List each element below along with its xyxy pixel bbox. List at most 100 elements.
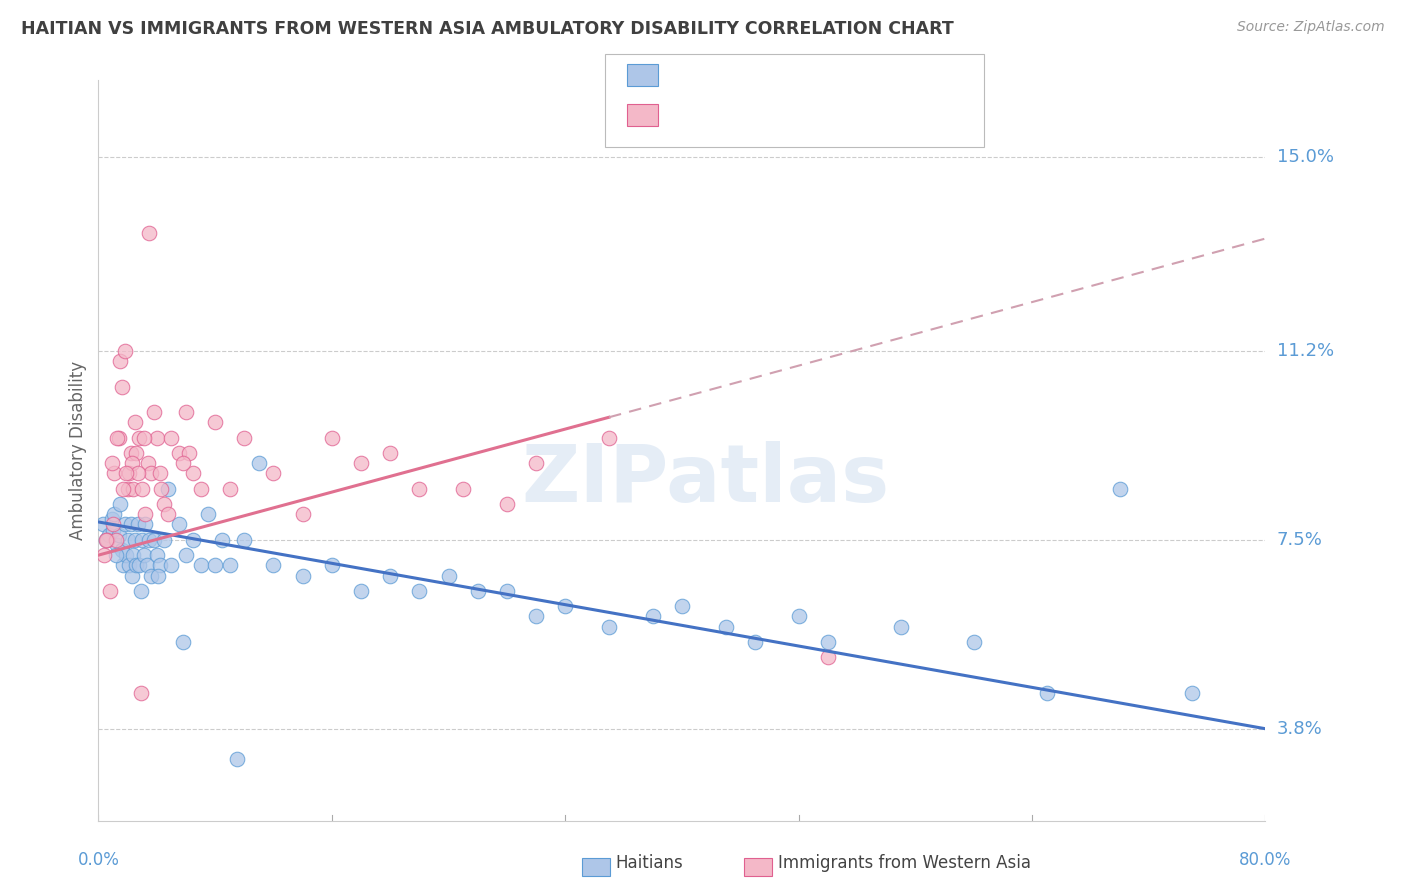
Point <box>108 431 131 445</box>
Point <box>218 558 240 573</box>
Point <box>91 517 114 532</box>
Text: R =: R = <box>671 66 710 84</box>
Point <box>890 619 912 633</box>
Point <box>120 446 142 460</box>
Point <box>197 508 219 522</box>
Point <box>408 482 430 496</box>
Point <box>121 568 143 582</box>
Point <box>105 538 128 552</box>
Point <box>108 527 131 541</box>
Point <box>817 650 839 665</box>
Point <box>172 635 194 649</box>
Point <box>174 548 197 562</box>
Point <box>233 431 256 445</box>
Point <box>160 431 183 445</box>
Point <box>181 533 204 547</box>
Point <box>380 568 402 582</box>
Point <box>93 548 115 562</box>
Text: 80.0%: 80.0% <box>1239 851 1292 869</box>
Text: Source: ZipAtlas.com: Source: ZipAtlas.com <box>1237 20 1385 34</box>
Text: -0.357: -0.357 <box>699 66 756 84</box>
Point <box>103 467 125 481</box>
Point <box>127 517 149 532</box>
Text: 11.2%: 11.2% <box>1277 342 1334 359</box>
Point <box>174 405 197 419</box>
Text: Haitians: Haitians <box>616 855 683 872</box>
Point <box>496 583 519 598</box>
Point <box>321 431 343 445</box>
Point <box>641 609 664 624</box>
Point <box>817 635 839 649</box>
Point <box>117 533 139 547</box>
Point <box>218 482 240 496</box>
Point <box>122 482 145 496</box>
Point <box>380 446 402 460</box>
Point <box>148 568 170 582</box>
Point <box>114 343 136 358</box>
Point <box>138 227 160 241</box>
Point <box>153 497 176 511</box>
Point <box>962 635 984 649</box>
Point <box>167 517 190 532</box>
Point <box>101 523 124 537</box>
Text: Immigrants from Western Asia: Immigrants from Western Asia <box>778 855 1031 872</box>
Point <box>190 482 212 496</box>
Point <box>136 456 159 470</box>
Point <box>100 512 122 526</box>
Point <box>104 533 127 547</box>
Point <box>263 467 285 481</box>
Point <box>129 583 152 598</box>
Point <box>291 568 314 582</box>
Text: 7.5%: 7.5% <box>1277 531 1323 549</box>
Point <box>291 508 314 522</box>
Text: 0.0%: 0.0% <box>77 851 120 869</box>
Point <box>321 558 343 573</box>
Point <box>121 456 143 470</box>
Point <box>125 446 148 460</box>
Text: 3.8%: 3.8% <box>1277 720 1322 738</box>
Point <box>1181 686 1204 700</box>
Point <box>160 558 183 573</box>
Point <box>714 619 737 633</box>
Point <box>211 533 233 547</box>
Text: ZIPatlas: ZIPatlas <box>522 441 890 519</box>
Point <box>124 416 146 430</box>
Text: R =: R = <box>671 105 710 123</box>
Point <box>134 508 156 522</box>
Point <box>204 416 226 430</box>
Point <box>111 543 134 558</box>
Point <box>134 517 156 532</box>
Text: 72: 72 <box>789 66 814 84</box>
Point <box>142 533 165 547</box>
Point <box>190 558 212 573</box>
Point <box>247 456 270 470</box>
Point <box>129 686 152 700</box>
Point <box>94 533 117 547</box>
Point <box>177 446 200 460</box>
Point <box>146 431 169 445</box>
Point <box>139 467 162 481</box>
Point <box>554 599 576 614</box>
Point <box>125 558 148 573</box>
Text: N =: N = <box>762 66 801 84</box>
Point <box>153 533 176 547</box>
Point <box>100 456 122 470</box>
Point <box>132 431 155 445</box>
Point <box>94 533 117 547</box>
Point <box>111 379 134 393</box>
Point <box>146 548 169 562</box>
Point <box>181 467 204 481</box>
Point <box>132 548 155 562</box>
Point <box>115 548 138 562</box>
Point <box>1035 686 1057 700</box>
Point <box>101 517 124 532</box>
Point <box>122 548 145 562</box>
Point <box>115 467 138 481</box>
Point <box>97 527 120 541</box>
Text: 0.272: 0.272 <box>699 105 756 123</box>
Point <box>112 558 135 573</box>
Point <box>104 548 127 562</box>
Point <box>149 558 172 573</box>
Point <box>139 568 162 582</box>
Point <box>226 752 249 766</box>
